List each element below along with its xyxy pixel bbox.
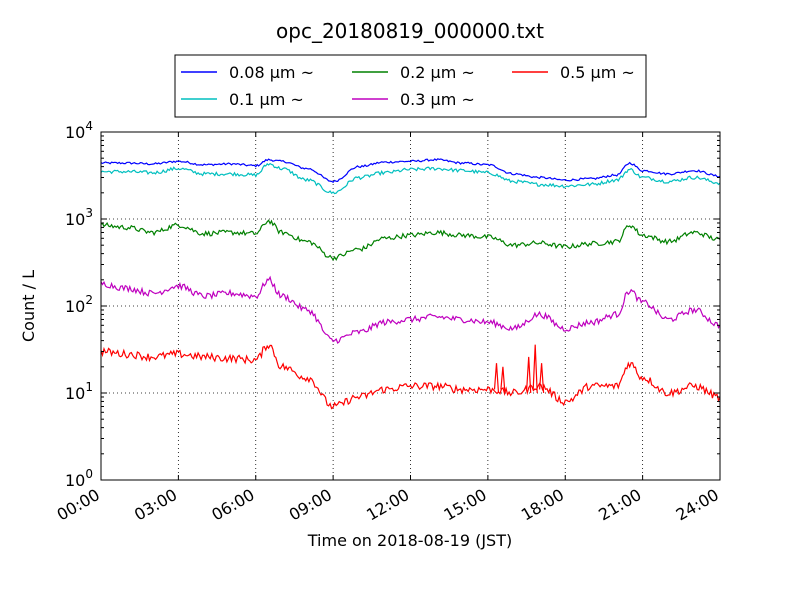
y-axis-label: Count / L bbox=[19, 270, 38, 342]
legend-label: 0.5 μm ~ bbox=[560, 63, 635, 82]
legend-box bbox=[174, 54, 647, 118]
spike-mark bbox=[493, 363, 500, 394]
y-tick-label: 101 bbox=[65, 380, 93, 403]
x-tick-label: 09:00 bbox=[286, 485, 335, 525]
x-tick-label: 18:00 bbox=[518, 485, 567, 525]
spike-mark bbox=[539, 363, 545, 394]
x-tick-label: 15:00 bbox=[440, 485, 489, 525]
spike-mark bbox=[526, 356, 532, 394]
legend-label: 0.3 μm ~ bbox=[400, 90, 475, 109]
legend-label: 0.08 μm ~ bbox=[229, 63, 314, 82]
series-line bbox=[100, 162, 721, 195]
x-tick-label: 03:00 bbox=[131, 485, 180, 525]
series-line bbox=[100, 158, 721, 183]
x-tick-label: 24:00 bbox=[673, 485, 722, 525]
legend-label: 0.2 μm ~ bbox=[400, 63, 475, 82]
spike-mark bbox=[532, 344, 538, 394]
x-tick-label: 00:00 bbox=[54, 485, 103, 525]
spike-mark bbox=[500, 366, 506, 394]
series-lines bbox=[100, 158, 721, 410]
y-tick-label: 102 bbox=[65, 293, 93, 316]
legend-label: 0.1 μm ~ bbox=[229, 90, 304, 109]
chart-title: opc_20180819_000000.txt bbox=[276, 19, 544, 43]
series-line bbox=[100, 344, 721, 410]
x-tick-label: 21:00 bbox=[595, 485, 644, 525]
legend: 0.08 μm ~ 0.1 μm ~ 0.2 μm ~ 0.3 μm ~ 0.5 μm … bbox=[174, 54, 647, 118]
x-tick-label: 06:00 bbox=[208, 485, 257, 525]
grid bbox=[100, 131, 721, 481]
x-axis-ticks: 00:00 03:00 06:00 09:00 12:00 15:00 18:00 21:00… bbox=[54, 132, 722, 525]
y-tick-label: 104 bbox=[65, 119, 93, 142]
y-tick-label: 103 bbox=[65, 206, 93, 229]
y-tick-label: 100 bbox=[65, 467, 93, 490]
x-tick-label: 12:00 bbox=[363, 485, 412, 525]
x-axis-label: Time on 2018-08-19 (JST) bbox=[307, 531, 512, 550]
y-axis-ticks: 100 101 102 103 104 bbox=[65, 119, 720, 490]
series-line bbox=[100, 219, 721, 262]
series-line bbox=[100, 275, 721, 344]
